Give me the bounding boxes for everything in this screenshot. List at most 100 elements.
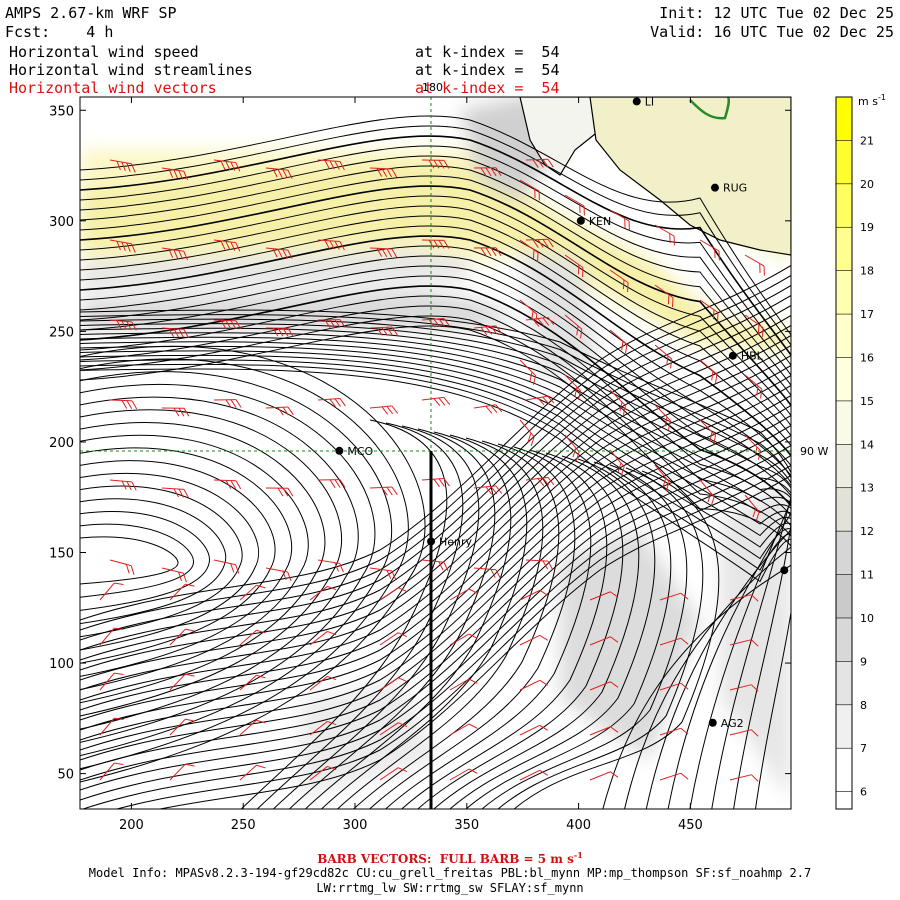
- wind-barb: [519, 419, 535, 446]
- wind-barb: [265, 406, 294, 416]
- streamline: [336, 437, 544, 809]
- streamline: [80, 314, 791, 671]
- streamline: [80, 536, 179, 585]
- wind-barb: [699, 479, 715, 506]
- wind-barb: [369, 247, 398, 258]
- wind-barb: [525, 476, 555, 487]
- streamline: [400, 449, 608, 809]
- wind-barb: [161, 167, 188, 181]
- streamline: [449, 458, 656, 809]
- x-tick-label: 200: [119, 818, 144, 833]
- wind-barb: [169, 583, 195, 601]
- wind-barb: [169, 673, 195, 691]
- streamline: [433, 455, 640, 809]
- wind-barb: [421, 559, 449, 571]
- streamline: [81, 454, 791, 809]
- wind-barb: [317, 159, 345, 171]
- colorbar-label: 13: [860, 482, 874, 495]
- streamline: [80, 336, 791, 505]
- streamline: [80, 344, 791, 701]
- wind-barb: [109, 319, 137, 331]
- field-name-streamlines: Horizontal wind streamlines: [9, 61, 253, 79]
- wind-barb: [564, 434, 580, 461]
- colorbar-swatch: [836, 748, 852, 809]
- streamline: [80, 318, 791, 484]
- wind-barb: [379, 677, 408, 691]
- wind-barb: [369, 167, 398, 178]
- init-time: Init: 12 UTC Tue 02 Dec 25: [659, 4, 894, 22]
- wind-barb: [309, 630, 337, 646]
- station-marker: [710, 183, 719, 192]
- wind-barb: [265, 567, 292, 581]
- streamline: [80, 205, 791, 427]
- streamline: [80, 368, 791, 583]
- wind-barb: [744, 494, 760, 521]
- station-label: KEN: [589, 215, 611, 228]
- streamline: [272, 425, 480, 809]
- streamline: [80, 404, 791, 761]
- wind-barb: [213, 239, 241, 252]
- wind-barb: [729, 639, 759, 647]
- colorbar-label: 9: [860, 655, 867, 668]
- streamline: [689, 499, 791, 809]
- wind-barb: [161, 327, 189, 338]
- streamline: [602, 564, 791, 809]
- streamline: [256, 422, 464, 809]
- coastline-east: [589, 97, 791, 256]
- wind-barb: [744, 254, 765, 276]
- wind-barb: [309, 675, 337, 691]
- wind-barb: [449, 588, 478, 601]
- meridian-label: 180: [422, 81, 443, 94]
- y-tick-label: 250: [49, 325, 74, 340]
- wind-barb: [421, 239, 450, 249]
- streamline: [80, 274, 791, 631]
- wind-barb: [699, 419, 717, 445]
- wind-barb: [609, 389, 627, 415]
- station-label: Henry: [439, 535, 473, 548]
- streamline: [80, 359, 791, 560]
- wind-barb: [525, 158, 554, 168]
- streamline: [80, 424, 791, 781]
- x-tick-label: 250: [231, 818, 256, 833]
- model-info-physics: LW:rrtmg_lw SW:rrtmg_sw SFLAY:sf_mynn: [316, 881, 584, 895]
- streamline: [80, 185, 791, 407]
- streamline: [80, 135, 791, 357]
- wind-barb: [379, 632, 408, 646]
- streamline: [157, 474, 791, 809]
- wind-barb: [449, 768, 478, 781]
- streamline: [80, 125, 791, 346]
- wind-barb: [309, 765, 337, 781]
- wind-barb: [239, 584, 266, 601]
- wind-barb: [239, 764, 266, 781]
- wind-barb: [421, 317, 450, 328]
- wind-barb: [169, 628, 195, 646]
- streamline: [80, 235, 791, 457]
- valid-time: Valid: 16 UTC Tue 02 Dec 25: [650, 23, 894, 41]
- colorbar-swatch: [836, 357, 852, 401]
- streamline: [481, 464, 688, 809]
- streamline: [80, 304, 791, 661]
- wind-barb: [729, 774, 759, 782]
- green-contour: [689, 97, 731, 120]
- colorbar-label: 8: [860, 699, 867, 712]
- station-label: LI: [645, 95, 654, 108]
- wind-barb: [317, 559, 344, 573]
- wind-barb: [525, 316, 555, 327]
- wind-barb: [609, 329, 628, 354]
- wind-barb: [519, 299, 538, 324]
- station-marker: [427, 537, 436, 546]
- wind-barb: [213, 159, 241, 172]
- streamline: [80, 255, 791, 477]
- wind-barb: [473, 404, 503, 414]
- wind-barb: [99, 762, 124, 781]
- colorbar-swatch: [836, 487, 852, 532]
- wind-barb: [589, 771, 619, 781]
- field-level-speed: at k-index = 54: [415, 43, 560, 61]
- wind-barb: [369, 326, 398, 336]
- wind-barb: [519, 679, 549, 691]
- colorbar-swatch: [836, 617, 852, 662]
- wind-barb: [317, 319, 346, 329]
- wind-barb: [729, 684, 759, 692]
- field-level-streamlines: at k-index = 54: [415, 61, 560, 79]
- streamline: [667, 512, 791, 809]
